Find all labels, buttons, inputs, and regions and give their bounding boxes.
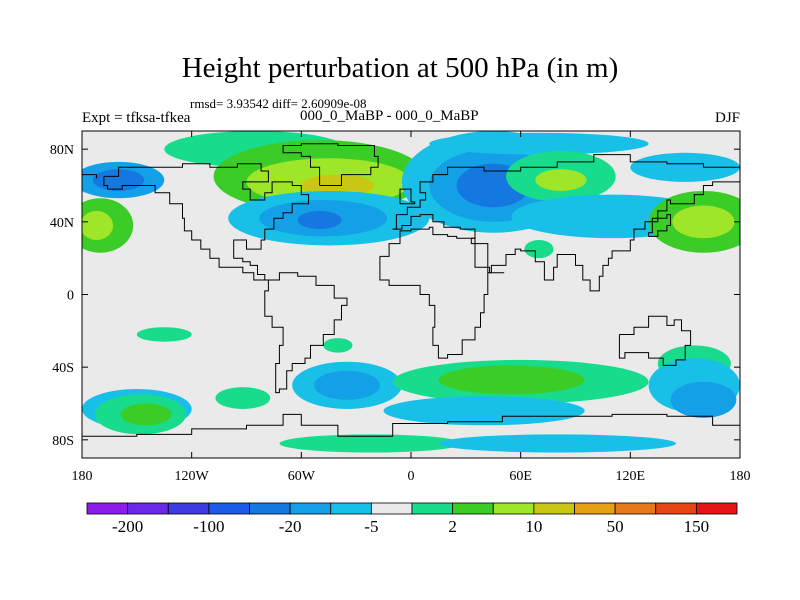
colorbar-swatch [411,502,454,515]
colorbar-label: -200 [112,517,143,536]
colorbar-label: 2 [448,517,457,536]
colorbar-swatch [574,502,616,515]
contour-region [438,434,677,453]
colorbar-swatch [533,502,575,515]
coastline-path [648,214,671,237]
x-tick-label: 0 [408,469,415,484]
colorbar-swatch [167,502,210,515]
colorbar-swatch [289,502,332,515]
anomaly-field [82,131,740,453]
colorbar-swatch [330,502,372,515]
colorbar-swatch [370,502,413,515]
x-tick-label: 120W [175,469,210,484]
colorbar-swatch [127,502,169,515]
contour-region [429,132,649,155]
colorbar-swatch [655,502,697,515]
y-tick-label: 0 [67,289,74,304]
colorbar-swatch [492,502,535,515]
coastline-path [399,188,416,205]
x-tick-label: 60W [288,469,316,484]
colorbar-label: -20 [279,517,302,536]
coastline-path [103,163,310,281]
colorbar-label: 150 [684,517,710,536]
contour-region [383,396,585,426]
contour-region [215,387,271,409]
y-tick-label: 80S [52,434,74,449]
coastline-path [392,154,740,230]
colorbar-label: -100 [193,517,224,536]
colorbar-swatch [249,502,291,515]
x-tick-label: 180 [72,469,93,484]
colorbar-label: -5 [364,517,378,536]
y-tick-label: 80N [50,143,74,158]
contour-region [535,169,587,191]
contour-region [672,205,735,239]
x-tick-label: 180 [730,469,751,484]
coastline-path [379,226,505,359]
colorbar-swatch [452,502,494,515]
x-tick-label: 120E [616,469,646,484]
x-tick-label: 60E [509,469,532,484]
coastline-path [82,413,740,437]
contour-region [524,240,554,259]
experiment-label: Expt = tfksa-tfkea [82,110,191,126]
contour-region [297,210,342,230]
colorbar-label: 10 [525,517,542,536]
y-tick-label: 40S [52,361,74,376]
y-tick-label: 40N [50,216,74,231]
contour-region [279,434,463,453]
contour-region [323,338,353,353]
contour-region [630,152,740,182]
contour-region [314,370,380,400]
contour-region [82,210,114,240]
contour-region [120,403,172,426]
coastline-path [264,272,348,394]
season-label: DJF [714,110,740,126]
colorbar-swatch [614,502,657,515]
center-subtitle: 000_0_MaBP - 000_0_MaBP [300,108,479,124]
contour-region [136,327,192,342]
coastline-path [282,143,379,186]
colorbar-swatch [695,502,738,515]
colorbar-label: 50 [607,517,624,536]
coastline-path [618,315,692,366]
contour-region [670,381,737,419]
colorbar-swatch [86,502,129,515]
contour-region [438,365,585,395]
colorbar-swatch [208,502,250,515]
plot-title: Height perturbation at 500 hPa (in m) [181,52,619,84]
stats-label: rmsd= 3.93542 diff= 2.60909e-08 [190,96,367,111]
coastlines [82,143,740,437]
coastline-path [82,174,98,179]
